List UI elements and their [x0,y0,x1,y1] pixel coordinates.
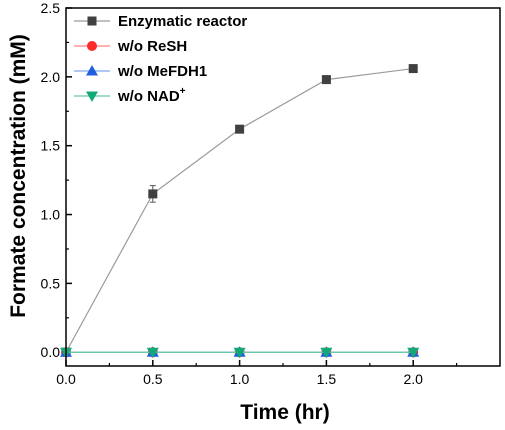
data-point [235,124,245,134]
data-point [320,347,333,359]
x-tick-label: 2.0 [403,371,423,387]
data-point [233,347,246,359]
x-tick-label: 1.5 [317,371,337,387]
legend-entry-1: w/o ReSH [74,38,187,55]
y-tick-label: 1.5 [41,138,61,154]
y-tick-label: 0.5 [41,275,61,291]
x-axis-title: Time (hr) [240,401,329,424]
legend-marker [87,41,97,51]
x-tick-label: 1.0 [230,371,250,387]
legend-entry-3: w/o NAD+ [74,86,186,105]
legend-label: w/o MeFDH1 [117,63,207,80]
y-tick-label: 1.0 [41,207,61,223]
legend-marker [87,16,97,26]
legend-marker [86,91,98,102]
data-point [146,347,159,359]
legend-entry-2: w/o MeFDH1 [74,63,207,80]
series-3 [60,347,420,359]
y-tick-label: 0.0 [41,344,61,360]
data-point [321,75,331,85]
legend-label: w/o NAD+ [117,86,186,105]
y-tick-label: 2.5 [41,0,61,16]
y-axis-title: Formate concentration (mM) [7,34,30,318]
legend-marker [86,65,98,76]
plot-frame [65,7,501,367]
legend: Enzymatic reactor w/o ReSH w/o MeFDH1 w/o N… [74,13,247,105]
axes: 0.0 0.5 1.0 1.5 2.0 0.0 0.5 1.0 1.5 2.0 2.5 [41,0,458,387]
data-point [408,64,418,74]
data-point [407,347,420,359]
data-point [148,189,158,199]
x-tick-label: 0.5 [143,371,163,387]
legend-label: w/o ReSH [117,38,187,55]
legend-label: Enzymatic reactor [118,13,247,30]
legend-entry-0: Enzymatic reactor [74,13,247,30]
x-tick-label: 0.0 [56,371,76,387]
y-tick-label: 2.0 [41,69,61,85]
